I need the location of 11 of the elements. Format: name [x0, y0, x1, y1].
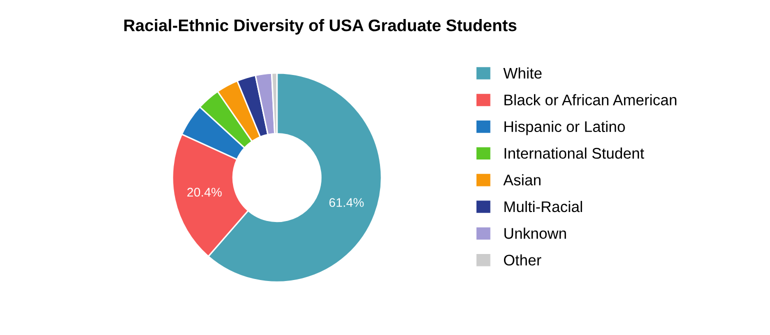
legend-label: Unknown [504, 228, 566, 239]
legend-label: Asian [503, 174, 540, 186]
legend-label: Multi-Racial [504, 200, 582, 212]
data-label: 61.4% [329, 198, 364, 207]
legend-label: Other [504, 254, 542, 266]
data-label: 20.4% [187, 188, 222, 197]
legend-label: Hispanic or Latino [504, 120, 625, 136]
chart-title: Racial-Ethnic Diversity of USA Graduate Students [124, 19, 516, 35]
legend-label: White [503, 67, 542, 79]
legend-label: International Student [504, 148, 644, 159]
legend-label: Black or African American [504, 94, 676, 106]
